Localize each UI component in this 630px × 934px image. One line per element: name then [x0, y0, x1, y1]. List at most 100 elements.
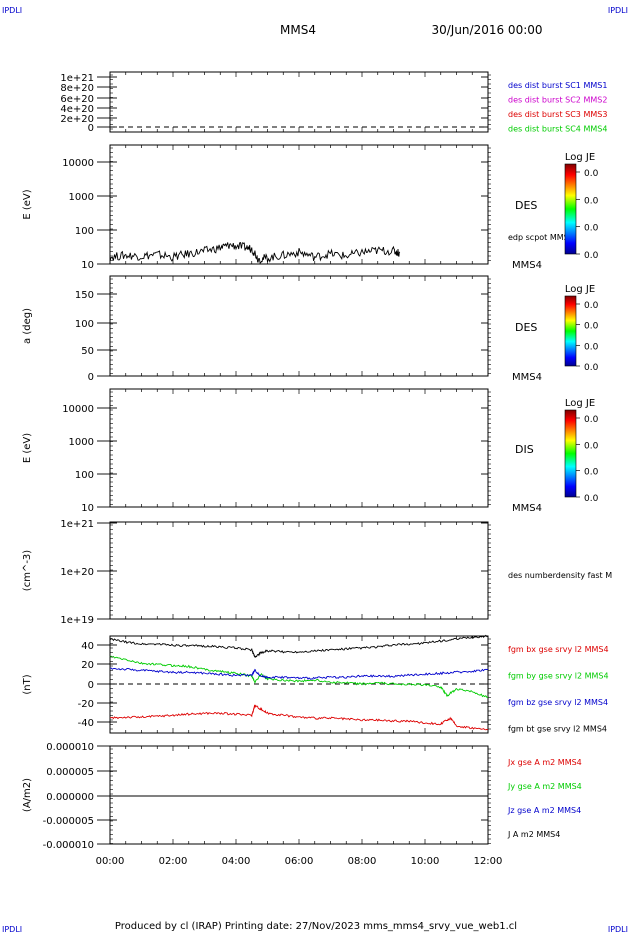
panel-5: 1e+21 1e+20 1e+19 (cm^-3) des numberdensity …	[22, 519, 612, 626]
colorbar-2: Log JE 0.0 0.0 0.0 0.0	[564, 284, 599, 373]
colorbar-tick-label: 0.0	[584, 494, 599, 504]
y-tick-label: 0.000000	[46, 792, 94, 803]
y-tick-label: 1e+19	[60, 615, 94, 626]
panel-2: 10000 1000 100 10 E (eV) DES edp scpot MMS4 MMS…	[22, 144, 574, 271]
y-tick-label: 40	[81, 641, 94, 652]
corner-label-bottom-right: IPDLI	[608, 925, 628, 934]
panel-instrument-label: DIS	[515, 443, 534, 456]
legend-entry: des dist burst SC3 MMS3	[508, 110, 607, 119]
series-line	[109, 667, 489, 680]
y-tick-label: 10	[81, 260, 94, 271]
x-tick-label: 04:00	[222, 856, 251, 867]
legend-entry: Jy gse A m2 MMS4	[507, 782, 582, 791]
y-tick-label: -40	[78, 718, 94, 729]
corner-label-top-right: IPDLI	[608, 6, 628, 15]
legend-entry: des dist burst SC1 MMS1	[508, 81, 607, 90]
colorbar-tick-label: 0.0	[584, 169, 599, 179]
y-tick-label: 10000	[62, 404, 94, 415]
panel-frame	[109, 745, 489, 845]
panel-6: 40 20 0 -20 -40 (nT) fgm bx gse srvy l2 MMS4 fg…	[22, 634, 609, 734]
y-axis-label: (cm^-3)	[22, 550, 33, 591]
y-axis-label: (nT)	[22, 674, 33, 694]
x-tick-label: 12:00	[474, 856, 503, 867]
y-tick-label: 1e+21	[60, 73, 94, 84]
y-tick-label: 100	[75, 319, 94, 330]
y-tick-label: 100	[75, 226, 94, 237]
panel-frame	[109, 635, 489, 734]
colorbar-tick-label: 0.0	[584, 322, 599, 332]
y-tick-label: 0.000005	[46, 767, 94, 778]
colorbar-tick-label: 0.0	[584, 196, 599, 206]
legend-entry: fgm by gse srvy l2 MMS4	[508, 672, 609, 681]
plot-title: MMS4	[280, 23, 316, 37]
y-tick-label: 0	[88, 680, 94, 691]
panel-7: 0.000010 0.000005 0.000000 -0.000005 -0.0000…	[22, 742, 582, 851]
colorbar-title: Log JE	[565, 284, 595, 295]
y-tick-label: 100	[75, 470, 94, 481]
legend-entry: J A m2 MMS4	[507, 830, 560, 839]
y-axis-label: (A/m2)	[22, 778, 33, 812]
panel-frame	[109, 71, 489, 133]
colorbar-tick-label: 0.0	[584, 468, 599, 478]
y-tick-label: 2e+20	[60, 114, 94, 125]
y-tick-label: 4e+20	[60, 104, 94, 115]
corner-label-top-left: IPDLI	[2, 6, 22, 15]
y-tick-label: 10	[81, 503, 94, 514]
y-axis-label: E (eV)	[22, 189, 33, 219]
y-axis-label: E (eV)	[22, 433, 33, 463]
y-tick-label: 6e+20	[60, 94, 94, 105]
y-tick-label: 150	[75, 290, 94, 301]
colorbar-title: Log JE	[565, 398, 595, 409]
colorbar-1: Log JE 0.0 0.0 0.0 0.0	[564, 152, 599, 261]
panel-frame	[109, 144, 489, 265]
y-tick-label: 1000	[69, 192, 94, 203]
series-line	[109, 242, 401, 264]
panel-annotation: edp scpot MMS4	[508, 233, 574, 242]
panel-frame	[109, 388, 489, 508]
y-tick-label: 1000	[69, 437, 94, 448]
plot-date: 30/Jun/2016 00:00	[431, 23, 542, 37]
y-tick-label: 8e+20	[60, 83, 94, 94]
panel-corner-label: MMS4	[512, 260, 542, 271]
colorbar-tick-label: 0.0	[584, 301, 599, 311]
y-tick-label: 20	[81, 660, 94, 671]
panel-corner-label: MMS4	[512, 503, 542, 514]
x-tick-label: 00:00	[96, 856, 125, 867]
panel-corner-label: MMS4	[512, 372, 542, 383]
legend-entry: fgm bz gse srvy l2 MMS4	[508, 698, 608, 707]
series-line	[109, 704, 489, 731]
panel-instrument-label: DES	[515, 321, 537, 334]
y-tick-label: 0	[88, 123, 94, 134]
panel-instrument-label: DES	[515, 199, 537, 212]
x-tick-label: 10:00	[411, 856, 440, 867]
panel-frame	[109, 521, 489, 620]
corner-label-bottom-left: IPDLI	[2, 925, 22, 934]
legend-entry: Jx gse A m2 MMS4	[507, 758, 582, 767]
y-tick-label: 10000	[62, 158, 94, 169]
colorbar-3: Log JE 0.0 0.0 0.0 0.0	[564, 398, 599, 504]
colorbar-title: Log JE	[565, 152, 595, 163]
colorbar-tick-label: 0.0	[584, 415, 599, 425]
x-tick-label: 08:00	[348, 856, 377, 867]
legend-entry: Jz gse A m2 MMS4	[507, 806, 581, 815]
colorbar-tick-label: 0.0	[584, 441, 599, 451]
colorbar-tick-label: 0.0	[584, 342, 599, 352]
colorbar-tick-label: 0.0	[584, 251, 599, 261]
colorbar-tick-label: 0.0	[584, 363, 599, 373]
y-tick-label: -20	[78, 699, 94, 710]
footer-text: Produced by cl (IRAP) Printing date: 27/…	[115, 921, 517, 932]
legend-entry: des dist burst SC2 MMS2	[508, 96, 607, 105]
series-line	[109, 655, 489, 699]
y-tick-label: 0	[88, 372, 94, 383]
x-tick-label: 06:00	[285, 856, 314, 867]
y-axis-label: a (deg)	[22, 308, 33, 344]
legend-entry: fgm bt gse srvy l2 MMS4	[508, 725, 607, 734]
series-line	[109, 634, 489, 658]
colorbar-tick-label: 0.0	[584, 224, 599, 234]
panel-annotation: des numberdensity fast M	[508, 571, 612, 580]
y-tick-label: 1e+20	[60, 567, 94, 578]
legend-entry: fgm bx gse srvy l2 MMS4	[508, 645, 609, 654]
x-tick-label: 02:00	[159, 856, 188, 867]
